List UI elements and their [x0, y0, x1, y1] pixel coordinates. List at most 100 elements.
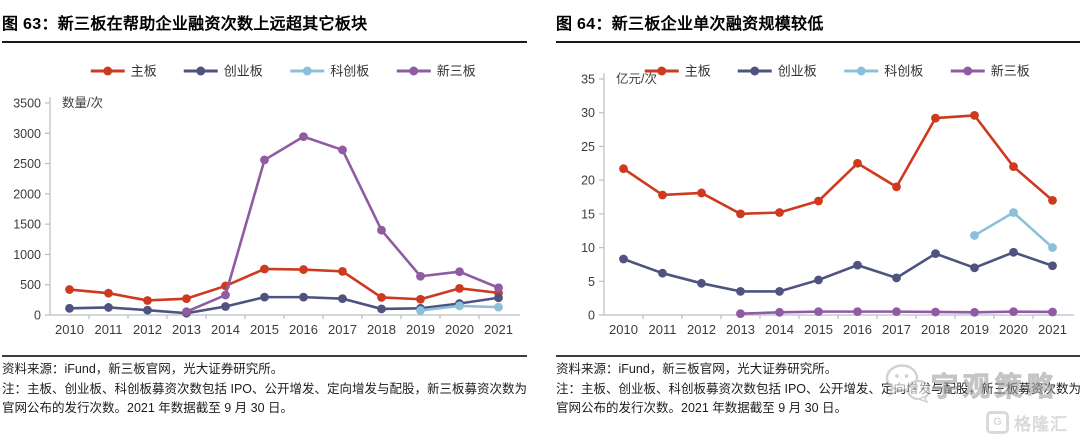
data-point-marker: [814, 307, 823, 317]
data-point-marker: [338, 294, 347, 304]
series-path: [622, 114, 1054, 216]
data-point-marker: [619, 254, 628, 264]
x-tick-label: 2014: [765, 322, 794, 337]
x-tick-label: 2011: [649, 322, 677, 337]
data-point-marker: [736, 309, 745, 319]
data-point-marker: [736, 287, 745, 296]
legend-item-label: 新三板: [991, 64, 1030, 79]
legend-dot-marker: [856, 66, 866, 76]
line-chart-svg: 0 500 1000 1500 2000 2500 3000 3500 2010 2011 2012…: [13, 64, 520, 337]
data-point-marker: [260, 155, 269, 165]
series-path: [68, 267, 500, 302]
x-tick-label: 2017: [328, 322, 357, 337]
data-point-marker: [892, 273, 901, 283]
data-point-marker: [931, 113, 940, 123]
series-line: [416, 301, 503, 315]
data-point-marker: [338, 266, 347, 276]
data-point-marker: [658, 268, 667, 278]
x-tick-label: 2019: [960, 322, 989, 337]
chart-unit-label: 数量/次: [62, 95, 103, 110]
figure-63-line-chart: 0 500 1000 1500 2000 2500 3000 3500 2010 2011 2012…: [2, 45, 527, 353]
y-tick-label: 2000: [13, 187, 41, 201]
data-point-marker: [1048, 261, 1057, 271]
series-line: [619, 111, 1057, 219]
data-point-marker: [1009, 208, 1018, 217]
data-point-marker: [853, 307, 862, 317]
data-point-marker: [104, 303, 113, 312]
legend-dot-marker: [103, 66, 113, 76]
series-path: [622, 250, 1054, 293]
figure-63-note: 注：主板、创业板、科创板募资次数包括 IPO、公开增发、定向增发与配股，新三板募…: [2, 381, 528, 416]
x-tick-label: 2016: [843, 322, 872, 337]
line-chart-svg: 0 5 10 15 20 25 30 35 2010 2011 2012 2013 2014 2015 20…: [581, 64, 1074, 337]
chart-legend: 主板 创业板 科创板 新三板: [90, 64, 476, 79]
data-point-marker: [853, 158, 862, 168]
data-point-marker: [970, 111, 979, 120]
x-tick-label: 2020: [445, 322, 474, 337]
legend-item-label: 主板: [685, 64, 711, 79]
data-point-marker: [892, 307, 901, 317]
data-point-marker: [143, 296, 152, 305]
y-tick-label: 0: [588, 309, 595, 323]
x-tick-label: 2019: [406, 322, 435, 337]
legend-item-label: 新三板: [437, 64, 476, 79]
data-point-marker: [65, 303, 74, 313]
data-point-marker: [931, 307, 940, 317]
figure-64-note: 注：主板、创业板、科创板募资次数包括 IPO、公开增发、定向增发与配股，新三板募…: [556, 381, 1080, 416]
data-point-marker: [619, 164, 628, 174]
data-point-marker: [65, 285, 74, 294]
y-tick-label: 0: [34, 309, 41, 323]
x-tick-label: 2013: [172, 322, 201, 337]
data-point-marker: [221, 302, 230, 311]
data-point-marker: [299, 292, 308, 302]
data-point-marker: [338, 145, 347, 155]
data-point-marker: [814, 275, 823, 285]
data-point-marker: [182, 307, 191, 317]
series-line: [65, 264, 503, 305]
y-tick-label: 10: [581, 241, 595, 255]
figure-63: 图 63：新三板在帮助企业融资次数上远超其它板块 0 500 1000 1500 200…: [2, 8, 527, 420]
y-tick-label: 25: [581, 140, 595, 154]
data-point-marker: [104, 288, 113, 298]
figure-64: 图 64：新三板企业单次融资规模较低 0 5 10 15 20 25 30 35 2010 201…: [556, 8, 1080, 420]
data-point-marker: [1009, 247, 1018, 257]
data-point-marker: [775, 287, 784, 296]
chart-unit-label: 亿元/次: [616, 71, 657, 86]
x-tick-label: 2011: [95, 322, 123, 337]
data-point-marker: [416, 306, 425, 315]
series-line: [182, 132, 503, 317]
figure-64-divider: [556, 355, 1080, 357]
data-point-marker: [814, 196, 823, 206]
data-point-marker: [853, 260, 862, 270]
figure-63-title: 图 63：新三板在帮助企业融资次数上远超其它板块: [2, 8, 527, 43]
data-point-marker: [697, 188, 706, 198]
data-point-marker: [377, 304, 386, 314]
series-line: [736, 307, 1057, 319]
data-point-marker: [455, 283, 464, 293]
legend-dot-marker: [750, 66, 760, 76]
legend-item-label: 主板: [131, 64, 157, 79]
data-point-marker: [221, 290, 230, 300]
legend-item-label: 创业板: [224, 64, 263, 79]
x-tick-label: 2010: [55, 322, 84, 337]
figure-64-source: 资料来源：iFund，新三板官网，光大证券研究所。: [556, 362, 838, 376]
data-point-marker: [494, 302, 503, 312]
y-tick-label: 3500: [13, 97, 41, 111]
data-point-marker: [182, 294, 191, 304]
data-point-marker: [736, 209, 745, 219]
legend-dot-marker: [657, 66, 667, 76]
y-tick-label: 1500: [13, 218, 41, 232]
data-point-marker: [1009, 307, 1018, 317]
y-tick-label: 500: [20, 278, 41, 292]
series-path: [185, 135, 500, 313]
legend-dot-marker: [409, 66, 419, 76]
figure-64-title: 图 64：新三板企业单次融资规模较低: [556, 8, 1080, 43]
x-tick-label: 2012: [687, 322, 716, 337]
legend-item-label: 创业板: [778, 64, 817, 79]
data-point-marker: [658, 190, 667, 200]
data-point-marker: [775, 208, 784, 217]
data-point-marker: [1009, 162, 1018, 172]
y-tick-label: 35: [581, 73, 595, 87]
data-point-marker: [970, 307, 979, 317]
